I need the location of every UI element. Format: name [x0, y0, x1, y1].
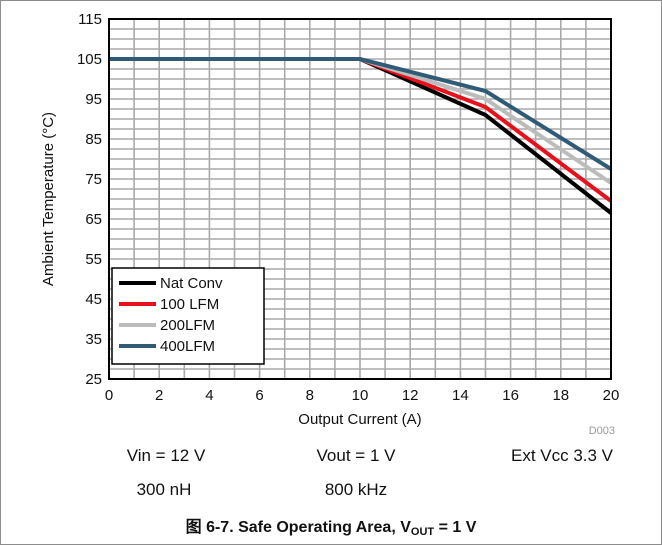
vout-note: Vout = 1 V — [316, 446, 396, 465]
y-tick-label: 55 — [85, 251, 102, 268]
y-tick-label: 35 — [85, 331, 102, 348]
x-tick-label: 6 — [255, 387, 263, 404]
x-tick-label: 14 — [452, 387, 469, 404]
x-tick-label: 12 — [402, 387, 419, 404]
legend-label-400lfm: 400LFM — [160, 338, 215, 355]
caption-prefix: 图 6-7. Safe Operating Area, V — [185, 519, 411, 536]
y-tick-label: 75 — [85, 171, 102, 188]
y-tick-label: 105 — [77, 51, 102, 68]
series-line-400lfm — [109, 57, 613, 171]
legend-label-nat-conv: Nat Conv — [160, 275, 223, 292]
x-tick-label: 8 — [306, 387, 314, 404]
legend-label-200lfm: 200LFM — [160, 317, 215, 334]
y-tick-labels: 25 35 45 55 65 75 85 95 105 115 — [77, 11, 102, 388]
y-tick-label: 85 — [85, 131, 102, 148]
y-axis-label: Ambient Temperature (°C) — [40, 112, 57, 286]
figure-caption: 图 6-7. Safe Operating Area, VOUT = 1 V — [1, 513, 661, 538]
x-tick-labels: 0 2 4 6 8 10 12 14 16 18 20 — [105, 387, 620, 404]
y-tick-label: 45 — [85, 291, 102, 308]
y-tick-label: 25 — [85, 371, 102, 388]
x-axis-label: Output Current (A) — [298, 411, 421, 428]
x-tick-label: 16 — [502, 387, 519, 404]
y-tick-label: 95 — [85, 91, 102, 108]
vin-note: Vin = 12 V — [126, 446, 206, 465]
inductance-note: 300 nH — [136, 480, 192, 499]
x-tick-label: 18 — [552, 387, 569, 404]
watermark-label: D003 — [589, 425, 615, 437]
y-tick-label: 115 — [78, 11, 102, 28]
caption-subscript: OUT — [410, 526, 435, 538]
x-tick-label: 0 — [105, 387, 113, 404]
frequency-note: 800 kHz — [324, 480, 388, 499]
legend-label-100-lfm: 100 LFM — [160, 296, 219, 313]
safe-operating-area-chart: 0 2 4 6 8 10 12 14 16 18 20 25 35 45 55 65 75 85 95 105 115… — [40, 11, 620, 437]
legend-entries: Nat Conv 100 LFM 200LFM 400LFM — [119, 275, 223, 355]
series-lines — [109, 57, 613, 215]
plot-area-border — [108, 18, 612, 380]
x-tick-label: 2 — [155, 387, 163, 404]
x-tick-label: 10 — [352, 387, 369, 404]
legend: Nat Conv 100 LFM 200LFM 400LFM — [111, 267, 265, 365]
caption-suffix: = 1 V — [434, 519, 477, 536]
y-tick-label: 65 — [85, 211, 102, 228]
x-tick-label: 20 — [603, 387, 620, 404]
ext-vcc-note: Ext Vcc 3.3 V — [510, 446, 614, 465]
x-tick-label: 4 — [205, 387, 213, 404]
